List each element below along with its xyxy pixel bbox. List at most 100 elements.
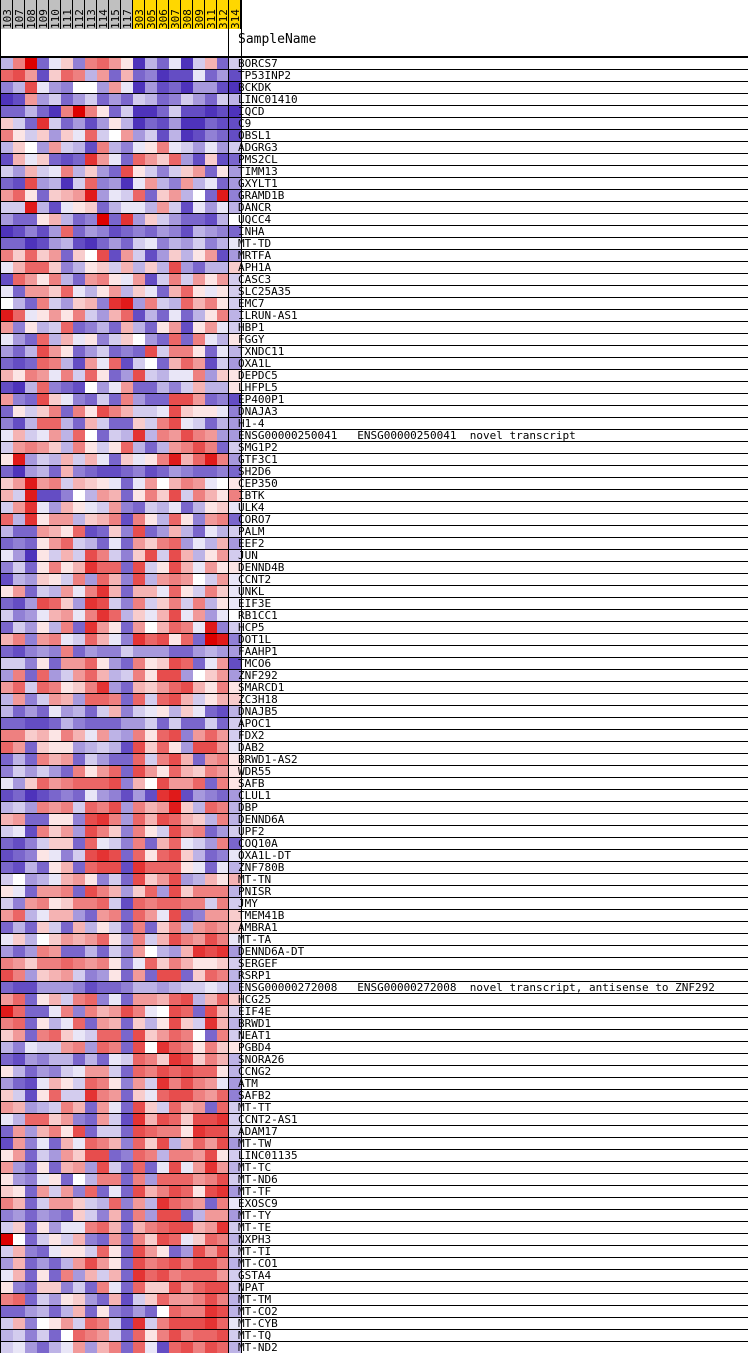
heatmap-cell [25, 765, 37, 777]
heatmap-cell [193, 705, 205, 717]
sample-label: 306 [157, 9, 170, 29]
sample-group-swatch [133, 0, 145, 29]
heatmap-cell [157, 1197, 169, 1209]
heatmap-cell [61, 141, 73, 153]
heatmap-cell [109, 633, 121, 645]
heatmap-cell [61, 1089, 73, 1101]
gene-label: SAFB [238, 777, 265, 790]
heatmap-cell [205, 1317, 217, 1329]
heatmap-cell [181, 501, 193, 513]
heatmap-cell [181, 537, 193, 549]
heatmap-cell [205, 501, 217, 513]
heatmap-cell [1, 69, 13, 81]
heatmap-cell [85, 585, 97, 597]
heatmap-cell [169, 897, 181, 909]
heatmap-cell [121, 1173, 133, 1185]
heatmap-cell [85, 753, 97, 765]
heatmap-cell [193, 585, 205, 597]
heatmap-cell [205, 525, 217, 537]
heatmap-cell [193, 333, 205, 345]
heatmap-cell [49, 441, 61, 453]
heatmap-cell [109, 621, 121, 633]
heatmap-cell [73, 1089, 85, 1101]
heatmap-cell [121, 1125, 133, 1137]
heatmap-cell [181, 237, 193, 249]
heatmap-cell [217, 597, 229, 609]
heatmap-cell [121, 969, 133, 981]
heatmap-cell [73, 249, 85, 261]
heatmap-cell [13, 561, 25, 573]
heatmap-cell [1, 381, 13, 393]
heatmap-cell [169, 933, 181, 945]
sample-label: 110 [49, 9, 62, 29]
heatmap-cell [85, 693, 97, 705]
heatmap-cell [85, 1017, 97, 1029]
heatmap-cell [73, 1041, 85, 1053]
heatmap-cell [205, 153, 217, 165]
heatmap-cell [169, 441, 181, 453]
heatmap-cell [157, 93, 169, 105]
heatmap-cell [13, 225, 25, 237]
heatmap-cell [169, 777, 181, 789]
heatmap-cell [49, 789, 61, 801]
gene-label: TMCO6 [238, 657, 271, 670]
heatmap-cell [205, 837, 217, 849]
heatmap-cell [73, 465, 85, 477]
heatmap-cell [73, 1101, 85, 1113]
heatmap-cell [205, 1161, 217, 1173]
heatmap-cell [61, 717, 73, 729]
heatmap-cell [85, 213, 97, 225]
heatmap-cell [145, 1077, 157, 1089]
heatmap-cell [49, 117, 61, 129]
heatmap-cell [13, 141, 25, 153]
heatmap-cell [49, 501, 61, 513]
heatmap-cell [13, 69, 25, 81]
heatmap-cell [97, 1005, 109, 1017]
gene-label: EIF4E [238, 1005, 271, 1018]
heatmap-cell [97, 789, 109, 801]
heatmap-cell [157, 1005, 169, 1017]
heatmap-cell [145, 465, 157, 477]
heatmap-cell [49, 1185, 61, 1197]
heatmap-cell [145, 957, 157, 969]
heatmap-cell [1, 1317, 13, 1329]
heatmap-cell [37, 561, 49, 573]
heatmap-cell [49, 405, 61, 417]
heatmap-cell [1, 237, 13, 249]
heatmap-cell [97, 549, 109, 561]
heatmap-cell [169, 1305, 181, 1317]
heatmap-cell [49, 381, 61, 393]
heatmap-cell [145, 129, 157, 141]
heatmap-cell [133, 1317, 145, 1329]
heatmap-cell [97, 297, 109, 309]
heatmap-cell [25, 1305, 37, 1317]
heatmap-cell [85, 249, 97, 261]
heatmap-cell [49, 621, 61, 633]
heatmap-cell [1, 1017, 13, 1029]
heatmap-cell [145, 945, 157, 957]
heatmap-cell [229, 465, 241, 477]
heatmap-cell [61, 69, 73, 81]
heatmap-cell [157, 969, 169, 981]
heatmap-cell [145, 1101, 157, 1113]
heatmap-cell [157, 381, 169, 393]
heatmap-cell [97, 705, 109, 717]
heatmap-cell [169, 1161, 181, 1173]
heatmap-cell [109, 405, 121, 417]
heatmap-cell [181, 1293, 193, 1305]
heatmap-cell [1, 1137, 13, 1149]
heatmap-cell [169, 141, 181, 153]
heatmap-cell [37, 921, 49, 933]
heatmap-cell [133, 1161, 145, 1173]
heatmap-cell [25, 705, 37, 717]
heatmap-cell [169, 885, 181, 897]
heatmap-cell [229, 489, 241, 501]
heatmap-cell [181, 1089, 193, 1101]
heatmap-cell [25, 513, 37, 525]
heatmap-cell [25, 969, 37, 981]
heatmap-cell [229, 441, 241, 453]
heatmap-cell [37, 573, 49, 585]
gene-label: EEF2 [238, 537, 265, 550]
heatmap-cell [49, 345, 61, 357]
heatmap-cell [157, 321, 169, 333]
